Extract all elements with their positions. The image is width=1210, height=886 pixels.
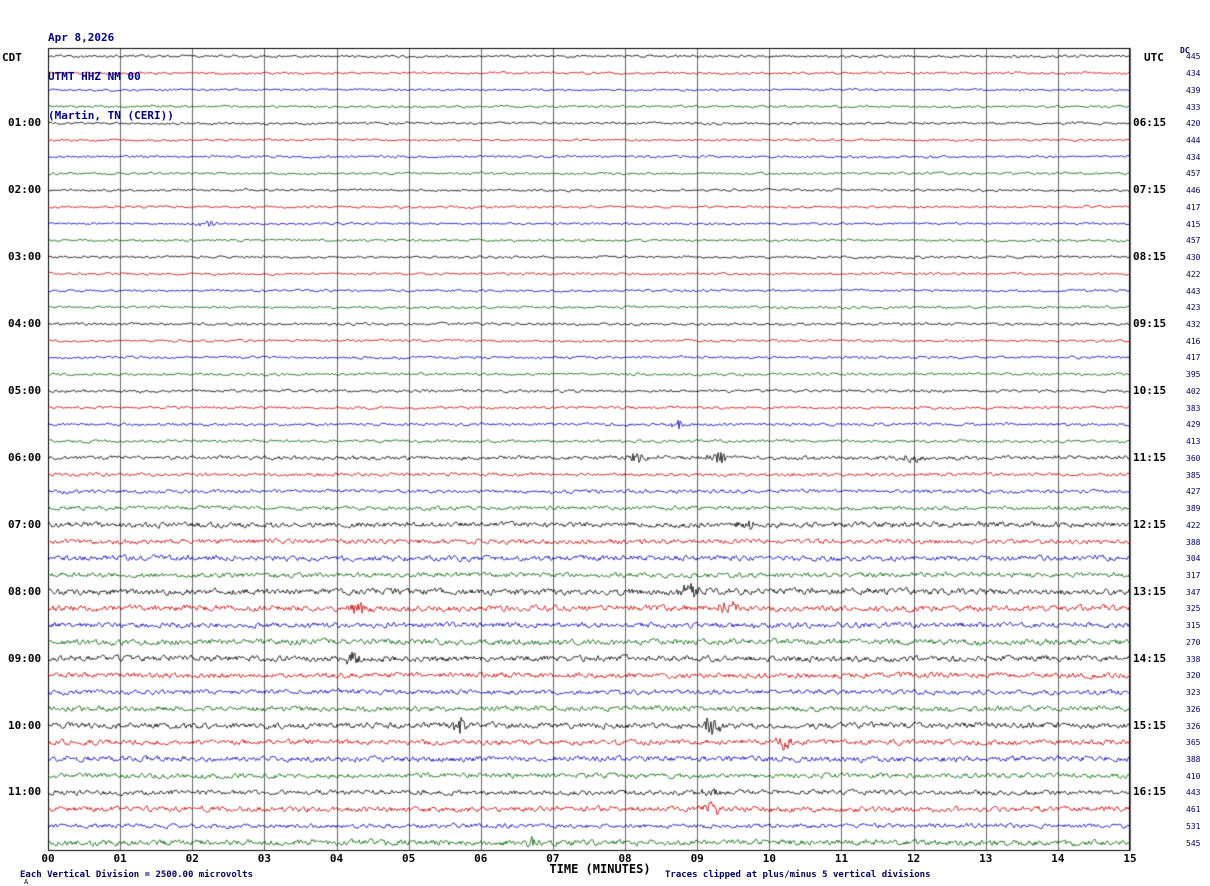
cdt-hour-label: 03:00 xyxy=(8,250,42,264)
header-location: (Martin, TN (CERI)) xyxy=(48,109,174,122)
x-tick-label: 04 xyxy=(329,852,344,865)
dc-value: 395 xyxy=(1186,370,1201,380)
right-axis-title: UTC xyxy=(1144,51,1164,64)
x-tick-label: 11 xyxy=(834,852,849,865)
header-station: UTMT HHZ NM 00 xyxy=(48,70,141,83)
dc-value: 443 xyxy=(1186,788,1201,798)
dc-value: 417 xyxy=(1186,202,1201,212)
x-tick-label: 12 xyxy=(906,852,921,865)
utc-hour-label: 06:15 xyxy=(1133,116,1167,130)
dc-column-label: DC xyxy=(1180,46,1190,55)
dc-value: 410 xyxy=(1186,771,1201,781)
utc-hour-label: 13:15 xyxy=(1133,584,1167,598)
utc-hour-label: 07:15 xyxy=(1133,183,1167,197)
dc-value: 432 xyxy=(1186,320,1201,330)
dc-value: 457 xyxy=(1186,236,1201,246)
utc-hour-label: 10:15 xyxy=(1133,383,1167,397)
dc-value: 270 xyxy=(1186,637,1201,647)
dc-value: 444 xyxy=(1186,136,1201,145)
dc-value: 360 xyxy=(1186,453,1201,463)
cdt-hour-label: 10:00 xyxy=(8,718,42,732)
dc-value: 388 xyxy=(1186,754,1201,764)
x-tick-label: 13 xyxy=(979,852,993,865)
dc-value: 338 xyxy=(1186,654,1201,664)
dc-value: 402 xyxy=(1186,386,1201,396)
dc-value: 443 xyxy=(1186,286,1201,296)
clip-note: Traces clipped at plus/minus 5 vertical … xyxy=(665,870,931,880)
dc-value: 389 xyxy=(1186,504,1201,514)
cdt-hour-label: 09:00 xyxy=(8,651,42,665)
utc-hour-label: 14:15 xyxy=(1133,651,1167,665)
dc-value: 434 xyxy=(1186,69,1201,79)
dc-value: 422 xyxy=(1186,520,1201,530)
header-date: Apr 8,2026 xyxy=(48,31,115,44)
x-tick-label: 03 xyxy=(257,852,272,865)
cdt-hour-label: 05:00 xyxy=(8,383,42,397)
left-axis-title: CDT xyxy=(2,51,22,64)
cdt-hour-label: 07:00 xyxy=(8,517,42,531)
dc-value: 531 xyxy=(1186,821,1201,831)
cdt-hour-label: 01:00 xyxy=(8,116,42,130)
utc-hour-label: 15:15 xyxy=(1133,718,1167,732)
dc-value: 446 xyxy=(1186,186,1201,196)
dc-value: 434 xyxy=(1186,152,1201,162)
dc-value: 415 xyxy=(1186,219,1201,229)
dc-value: 365 xyxy=(1186,738,1201,748)
utc-hour-label: 16:15 xyxy=(1133,785,1167,799)
x-tick-label: 00 xyxy=(41,852,55,865)
utc-hour-label: 11:15 xyxy=(1133,450,1167,464)
x-axis-title: TIME (MINUTES) xyxy=(549,862,651,876)
scale-note: Each Vertical Division = 2500.00 microvo… xyxy=(20,870,253,880)
x-tick-label: 01 xyxy=(113,852,127,865)
cdt-hour-label: 06:00 xyxy=(8,450,42,464)
dc-value: 429 xyxy=(1186,420,1201,430)
corner-mark: A xyxy=(24,878,29,886)
x-tick-label: 02 xyxy=(185,852,199,865)
dc-value: 383 xyxy=(1186,403,1201,413)
dc-value: 417 xyxy=(1186,353,1201,363)
plot-header: Apr 8,2026 UTMT HHZ NM 00 (Martin, TN (C… xyxy=(48,5,174,148)
dc-value: 545 xyxy=(1186,838,1201,848)
dc-value: 457 xyxy=(1186,169,1201,179)
dc-value: 433 xyxy=(1186,102,1201,112)
dc-value: 325 xyxy=(1186,604,1201,614)
cdt-hour-label: 04:00 xyxy=(8,317,42,331)
utc-hour-label: 09:15 xyxy=(1133,317,1167,331)
dc-value: 439 xyxy=(1186,85,1201,95)
dc-value: 317 xyxy=(1186,570,1201,580)
dc-value: 315 xyxy=(1186,621,1201,631)
dc-value: 413 xyxy=(1186,437,1201,447)
utc-hour-label: 08:15 xyxy=(1133,250,1167,264)
dc-value: 385 xyxy=(1186,470,1201,480)
cdt-hour-label: 08:00 xyxy=(8,584,42,598)
dc-value: 416 xyxy=(1186,336,1201,346)
dc-value: 347 xyxy=(1186,587,1201,597)
dc-value: 388 xyxy=(1186,537,1201,547)
dc-value: 423 xyxy=(1186,303,1201,313)
dc-value: 430 xyxy=(1186,253,1201,263)
dc-value: 304 xyxy=(1186,554,1201,564)
dc-value: 323 xyxy=(1186,688,1201,698)
dc-value: 445 xyxy=(1186,52,1201,62)
dc-value: 427 xyxy=(1186,487,1201,497)
dc-value: 326 xyxy=(1186,704,1201,714)
dc-value: 320 xyxy=(1186,671,1201,681)
cdt-hour-label: 02:00 xyxy=(8,183,42,197)
dc-value: 461 xyxy=(1186,805,1201,815)
x-tick-label: 14 xyxy=(1051,852,1065,865)
x-tick-label: 05 xyxy=(402,852,416,865)
dc-value: 420 xyxy=(1186,119,1201,129)
cdt-hour-label: 11:00 xyxy=(8,785,42,799)
x-tick-label: 08 xyxy=(618,852,632,865)
x-tick-label: 07 xyxy=(546,852,560,865)
x-tick-label: 09 xyxy=(690,852,704,865)
x-tick-label: 15 xyxy=(1123,852,1137,865)
dc-value: 422 xyxy=(1186,269,1201,279)
x-tick-label: 10 xyxy=(762,852,776,865)
dc-value: 326 xyxy=(1186,721,1201,731)
x-tick-label: 06 xyxy=(474,852,488,865)
utc-hour-label: 12:15 xyxy=(1133,517,1167,531)
